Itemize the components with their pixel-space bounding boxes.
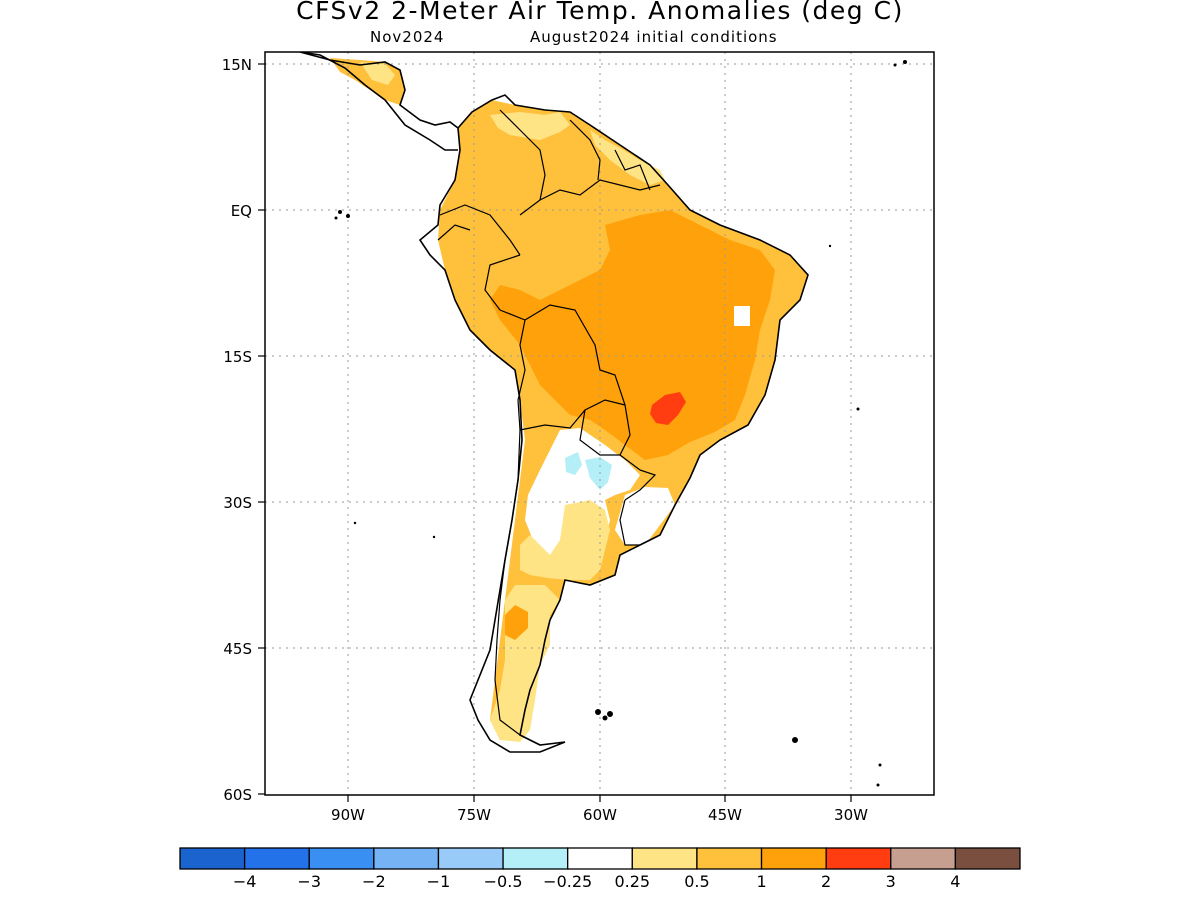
colorbar-swatch (308, 847, 375, 870)
colorbar-label: −1 (427, 872, 451, 891)
anomaly-region-0-25-to-0-5-north (490, 112, 570, 140)
south-america-coastline (418, 94, 809, 753)
border-bolivia-argentina-paraguay (519, 399, 631, 456)
lat-label-15n: 15N (222, 56, 252, 74)
colorbar-swatch (825, 847, 892, 870)
colorbar: −4 −3 −2 −1 −0.5 −0.25 0.25 0.5 1 2 3 4 (179, 847, 1021, 891)
border-peru-brazil (484, 254, 526, 321)
lon-label-90w: 90W (331, 806, 365, 824)
border-bolivia-brazil (524, 304, 626, 406)
border-ecuador (437, 224, 471, 241)
lon-label-60w: 60W (583, 806, 617, 824)
lon-label-75w: 75W (457, 806, 491, 824)
forecast-month: Nov2024 (370, 28, 445, 46)
anomaly-region-near-normal (525, 428, 640, 560)
colorbar-label: −4 (233, 872, 257, 891)
graticule (265, 52, 934, 795)
colorbar-swatch (567, 847, 633, 870)
border-paraguay-argentina (579, 409, 641, 471)
lon-label-30w: 30W (834, 806, 868, 824)
border-colombia-venezuela (499, 109, 546, 216)
anomaly-region-patagonia-1-to-2 (505, 605, 528, 640)
central-america-coastline-south (299, 52, 458, 151)
colorbar-label: 1 (756, 872, 766, 891)
colorbar-swatch (373, 847, 440, 870)
lat-label-45s: 45S (223, 640, 252, 658)
coastlines (299, 52, 809, 753)
colorbar-label: 4 (950, 872, 960, 891)
latitude-labels: 15N EQ 15S 30S 45S 60S (222, 56, 252, 804)
initial-conditions: August2024 initial conditions (530, 28, 778, 46)
anomaly-region-neg-0-5-to-neg-0-25-east (585, 457, 612, 490)
missing-data-cell (734, 306, 750, 326)
lat-label-60s: 60S (223, 786, 252, 804)
colorbar-label: 0.25 (614, 872, 650, 891)
anomaly-region-central-america-pale (360, 62, 395, 85)
anomaly-region-2-to-3 (650, 392, 686, 425)
border-brazil-north (539, 179, 661, 201)
colorbar-swatch (760, 847, 827, 870)
country-borders (437, 109, 661, 736)
colorbar-label: 2 (821, 872, 831, 891)
colorbar-swatch (243, 847, 310, 870)
lat-label-30s: 30S (223, 494, 252, 512)
colorbar-swatch (631, 847, 698, 870)
border-colombia-peru (439, 204, 521, 256)
lat-label-15s: 15S (223, 348, 252, 366)
border-argentina-brazil (624, 469, 657, 501)
anomaly-fill-layer (330, 58, 808, 742)
colorbar-label: −0.25 (543, 872, 592, 891)
colorbar-label: −0.5 (484, 872, 523, 891)
border-venezuela-guyana (569, 119, 601, 181)
axis-ticks (258, 63, 852, 802)
border-peru-bolivia-chile (517, 319, 526, 431)
colorbar-swatch (502, 847, 569, 870)
colorbar-swatch (890, 847, 957, 870)
anomaly-region-0-25-to-0-5-argentina (520, 500, 610, 580)
colorbar-label: −3 (297, 872, 321, 891)
colorbar-swatch (954, 847, 1021, 870)
colorbar-label: −2 (362, 872, 386, 891)
longitude-labels: 90W 75W 60W 45W 30W (331, 806, 868, 824)
anomaly-region-neg-0-5-to-neg-0-25-west (565, 452, 582, 475)
lon-label-45w: 45W (708, 806, 742, 824)
lat-label-eq: EQ (231, 202, 252, 220)
border-uruguay (619, 499, 640, 546)
colorbar-swatch (437, 847, 504, 870)
colorbar-swatch (696, 847, 763, 870)
anomaly-region-1-to-2 (490, 210, 775, 460)
border-chile-argentina (494, 429, 521, 736)
islands (334, 60, 907, 787)
colorbar-swatch (179, 847, 246, 870)
central-america-coastline (299, 52, 459, 129)
colorbar-label: 0.5 (684, 872, 709, 891)
anomaly-region-0-25-to-0-5-guiana (590, 130, 665, 185)
border-guyana-suriname-french-guiana (614, 149, 651, 191)
colorbar-label: 3 (886, 872, 896, 891)
map-title: CFSv2 2-Meter Air Temp. Anomalies (deg C… (296, 0, 904, 25)
